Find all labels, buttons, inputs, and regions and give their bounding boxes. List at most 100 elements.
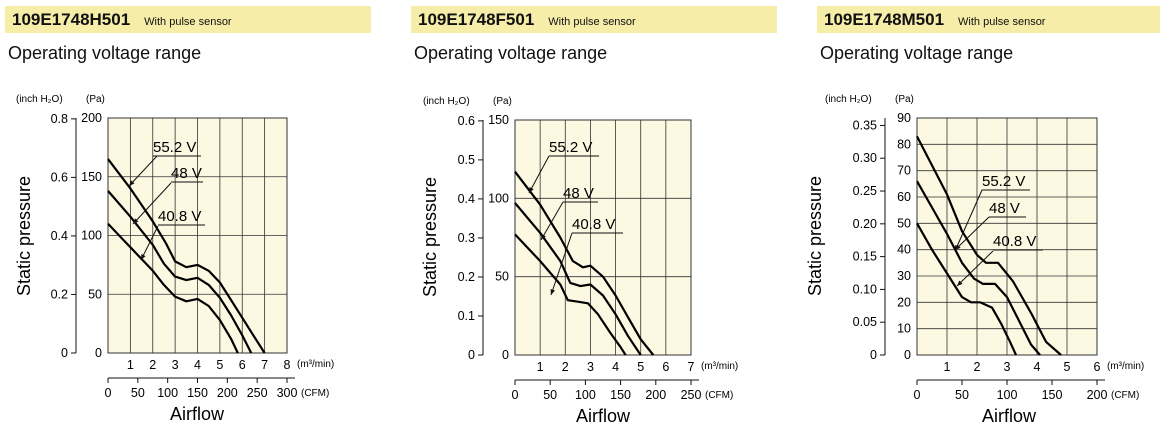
leader-arrowhead bbox=[541, 234, 546, 240]
x-tick-label: 6 bbox=[239, 358, 246, 372]
pa-tick-label: 150 bbox=[488, 113, 509, 127]
inch-unit-label: (inch H₂O) bbox=[825, 94, 872, 105]
inch-tick-label: 0.6 bbox=[51, 170, 68, 184]
pa-tick-label: 150 bbox=[81, 170, 102, 184]
inch-tick-label: 0.2 bbox=[51, 287, 68, 301]
series-line bbox=[514, 171, 655, 356]
series-line bbox=[916, 180, 1041, 356]
inch-tick-label: 0.25 bbox=[853, 184, 877, 198]
inch-tick-label: 0 bbox=[870, 348, 877, 362]
cfm-tick-label: 50 bbox=[131, 386, 145, 400]
inch-unit-label: (inch H₂O) bbox=[423, 96, 470, 107]
series-label: 40.8 V bbox=[572, 216, 615, 233]
x-tick-label: 7 bbox=[261, 358, 268, 372]
x-tick-label: 2 bbox=[974, 360, 981, 374]
cfm-tick-label: 150 bbox=[187, 386, 208, 400]
y-axis-title: Static pressure bbox=[420, 177, 440, 297]
inch-tick-label: 0 bbox=[468, 348, 475, 362]
inch-tick-label: 0 bbox=[61, 346, 68, 360]
pa-unit-label: (Pa) bbox=[895, 94, 914, 105]
x-tick-label: 8 bbox=[284, 358, 291, 372]
leader-line bbox=[140, 225, 159, 261]
plot-border bbox=[107, 117, 288, 354]
pq-chart: 010203040506070809000.050.100.150.200.25… bbox=[805, 94, 1144, 426]
cfm-tick-label: 150 bbox=[1042, 388, 1063, 402]
sensor-note: With pulse sensor bbox=[144, 16, 232, 28]
chart-panel-1: 109E1748H501 With pulse sensor Operating… bbox=[5, 0, 385, 435]
cfm-tick-label: 100 bbox=[575, 388, 596, 402]
leader-line bbox=[132, 182, 172, 225]
model-header: 109E1748M501 With pulse sensor bbox=[817, 6, 1160, 33]
x-tick-label: 7 bbox=[688, 360, 695, 374]
cfm-tick-label: 250 bbox=[247, 386, 268, 400]
pa-tick-label: 40 bbox=[897, 243, 911, 257]
inch-tick-label: 0.8 bbox=[51, 112, 68, 126]
series-label: 48 V bbox=[171, 165, 202, 182]
inch-tick-label: 0.4 bbox=[51, 229, 68, 243]
inch-unit-label: (inch H₂O) bbox=[16, 94, 63, 105]
x-tick-label: 5 bbox=[637, 360, 644, 374]
inch-tick-label: 0.1 bbox=[458, 309, 475, 323]
pa-tick-label: 60 bbox=[897, 190, 911, 204]
cfm-unit-label: (CFM) bbox=[705, 390, 733, 401]
x-tick-label: 4 bbox=[612, 360, 619, 374]
cfm-unit-label: (CFM) bbox=[301, 388, 329, 399]
x-tick-label: 4 bbox=[1034, 360, 1041, 374]
series-line bbox=[107, 190, 253, 354]
cfm-tick-label: 100 bbox=[997, 388, 1018, 402]
leader-line bbox=[956, 250, 994, 287]
inch-tick-label: 0.10 bbox=[853, 282, 877, 296]
inch-tick-label: 0.30 bbox=[853, 151, 877, 165]
x-unit-label: (m³/min) bbox=[1107, 361, 1144, 372]
leader-arrowhead bbox=[529, 187, 534, 193]
x-tick-label: 6 bbox=[1094, 360, 1101, 374]
cfm-tick-label: 250 bbox=[681, 388, 702, 402]
cfm-unit-label: (CFM) bbox=[1111, 390, 1139, 401]
sensor-note: With pulse sensor bbox=[548, 16, 636, 28]
pa-tick-label: 100 bbox=[488, 191, 509, 205]
series-label: 55.2 V bbox=[549, 139, 592, 156]
inch-tick-label: 0.15 bbox=[853, 250, 877, 264]
cfm-tick-label: 0 bbox=[512, 388, 519, 402]
leader-arrowhead bbox=[141, 254, 146, 260]
pa-tick-label: 0 bbox=[95, 346, 102, 360]
model-header: 109E1748F501 With pulse sensor bbox=[411, 6, 777, 33]
cfm-tick-label: 0 bbox=[105, 386, 112, 400]
leader-arrowhead bbox=[133, 218, 139, 224]
leader-line bbox=[540, 201, 564, 241]
cfm-tick-label: 0 bbox=[914, 388, 921, 402]
chart-panel-3: 109E1748M501 With pulse sensor Operating… bbox=[805, 0, 1160, 435]
pa-tick-label: 50 bbox=[897, 216, 911, 230]
chart-panel-2: 109E1748F501 With pulse sensor Operating… bbox=[411, 0, 791, 435]
x-unit-label: (m³/min) bbox=[297, 359, 334, 370]
chart-subtitle: Operating voltage range bbox=[414, 43, 608, 63]
series-label: 48 V bbox=[563, 185, 594, 202]
x-tick-label: 2 bbox=[562, 360, 569, 374]
pa-tick-label: 200 bbox=[81, 111, 102, 125]
model-number: 109E1748F501 bbox=[418, 10, 535, 29]
leader-arrowhead bbox=[955, 244, 961, 250]
model-number: 109E1748M501 bbox=[824, 10, 945, 29]
plot-border bbox=[916, 117, 1098, 356]
leader-line bbox=[954, 189, 983, 252]
series-label: 55.2 V bbox=[982, 173, 1025, 190]
x-tick-label: 6 bbox=[662, 360, 669, 374]
pa-tick-label: 0 bbox=[502, 348, 509, 362]
series-line bbox=[916, 135, 1062, 356]
cfm-tick-label: 300 bbox=[277, 386, 298, 400]
model-number: 109E1748H501 bbox=[12, 10, 131, 29]
inch-tick-label: 0.4 bbox=[458, 192, 475, 206]
leader-arrowhead bbox=[957, 280, 963, 286]
y-axis-title: Static pressure bbox=[805, 176, 825, 296]
cfm-tick-label: 50 bbox=[543, 388, 557, 402]
pa-tick-label: 20 bbox=[897, 295, 911, 309]
pa-tick-label: 50 bbox=[495, 270, 509, 284]
cfm-tick-label: 150 bbox=[610, 388, 631, 402]
inch-tick-label: 0.3 bbox=[458, 231, 475, 245]
series-label: 40.8 V bbox=[993, 233, 1036, 250]
model-header: 109E1748H501 With pulse sensor bbox=[5, 6, 371, 33]
x-axis-title: Airflow bbox=[576, 406, 631, 426]
leader-line bbox=[550, 232, 573, 296]
